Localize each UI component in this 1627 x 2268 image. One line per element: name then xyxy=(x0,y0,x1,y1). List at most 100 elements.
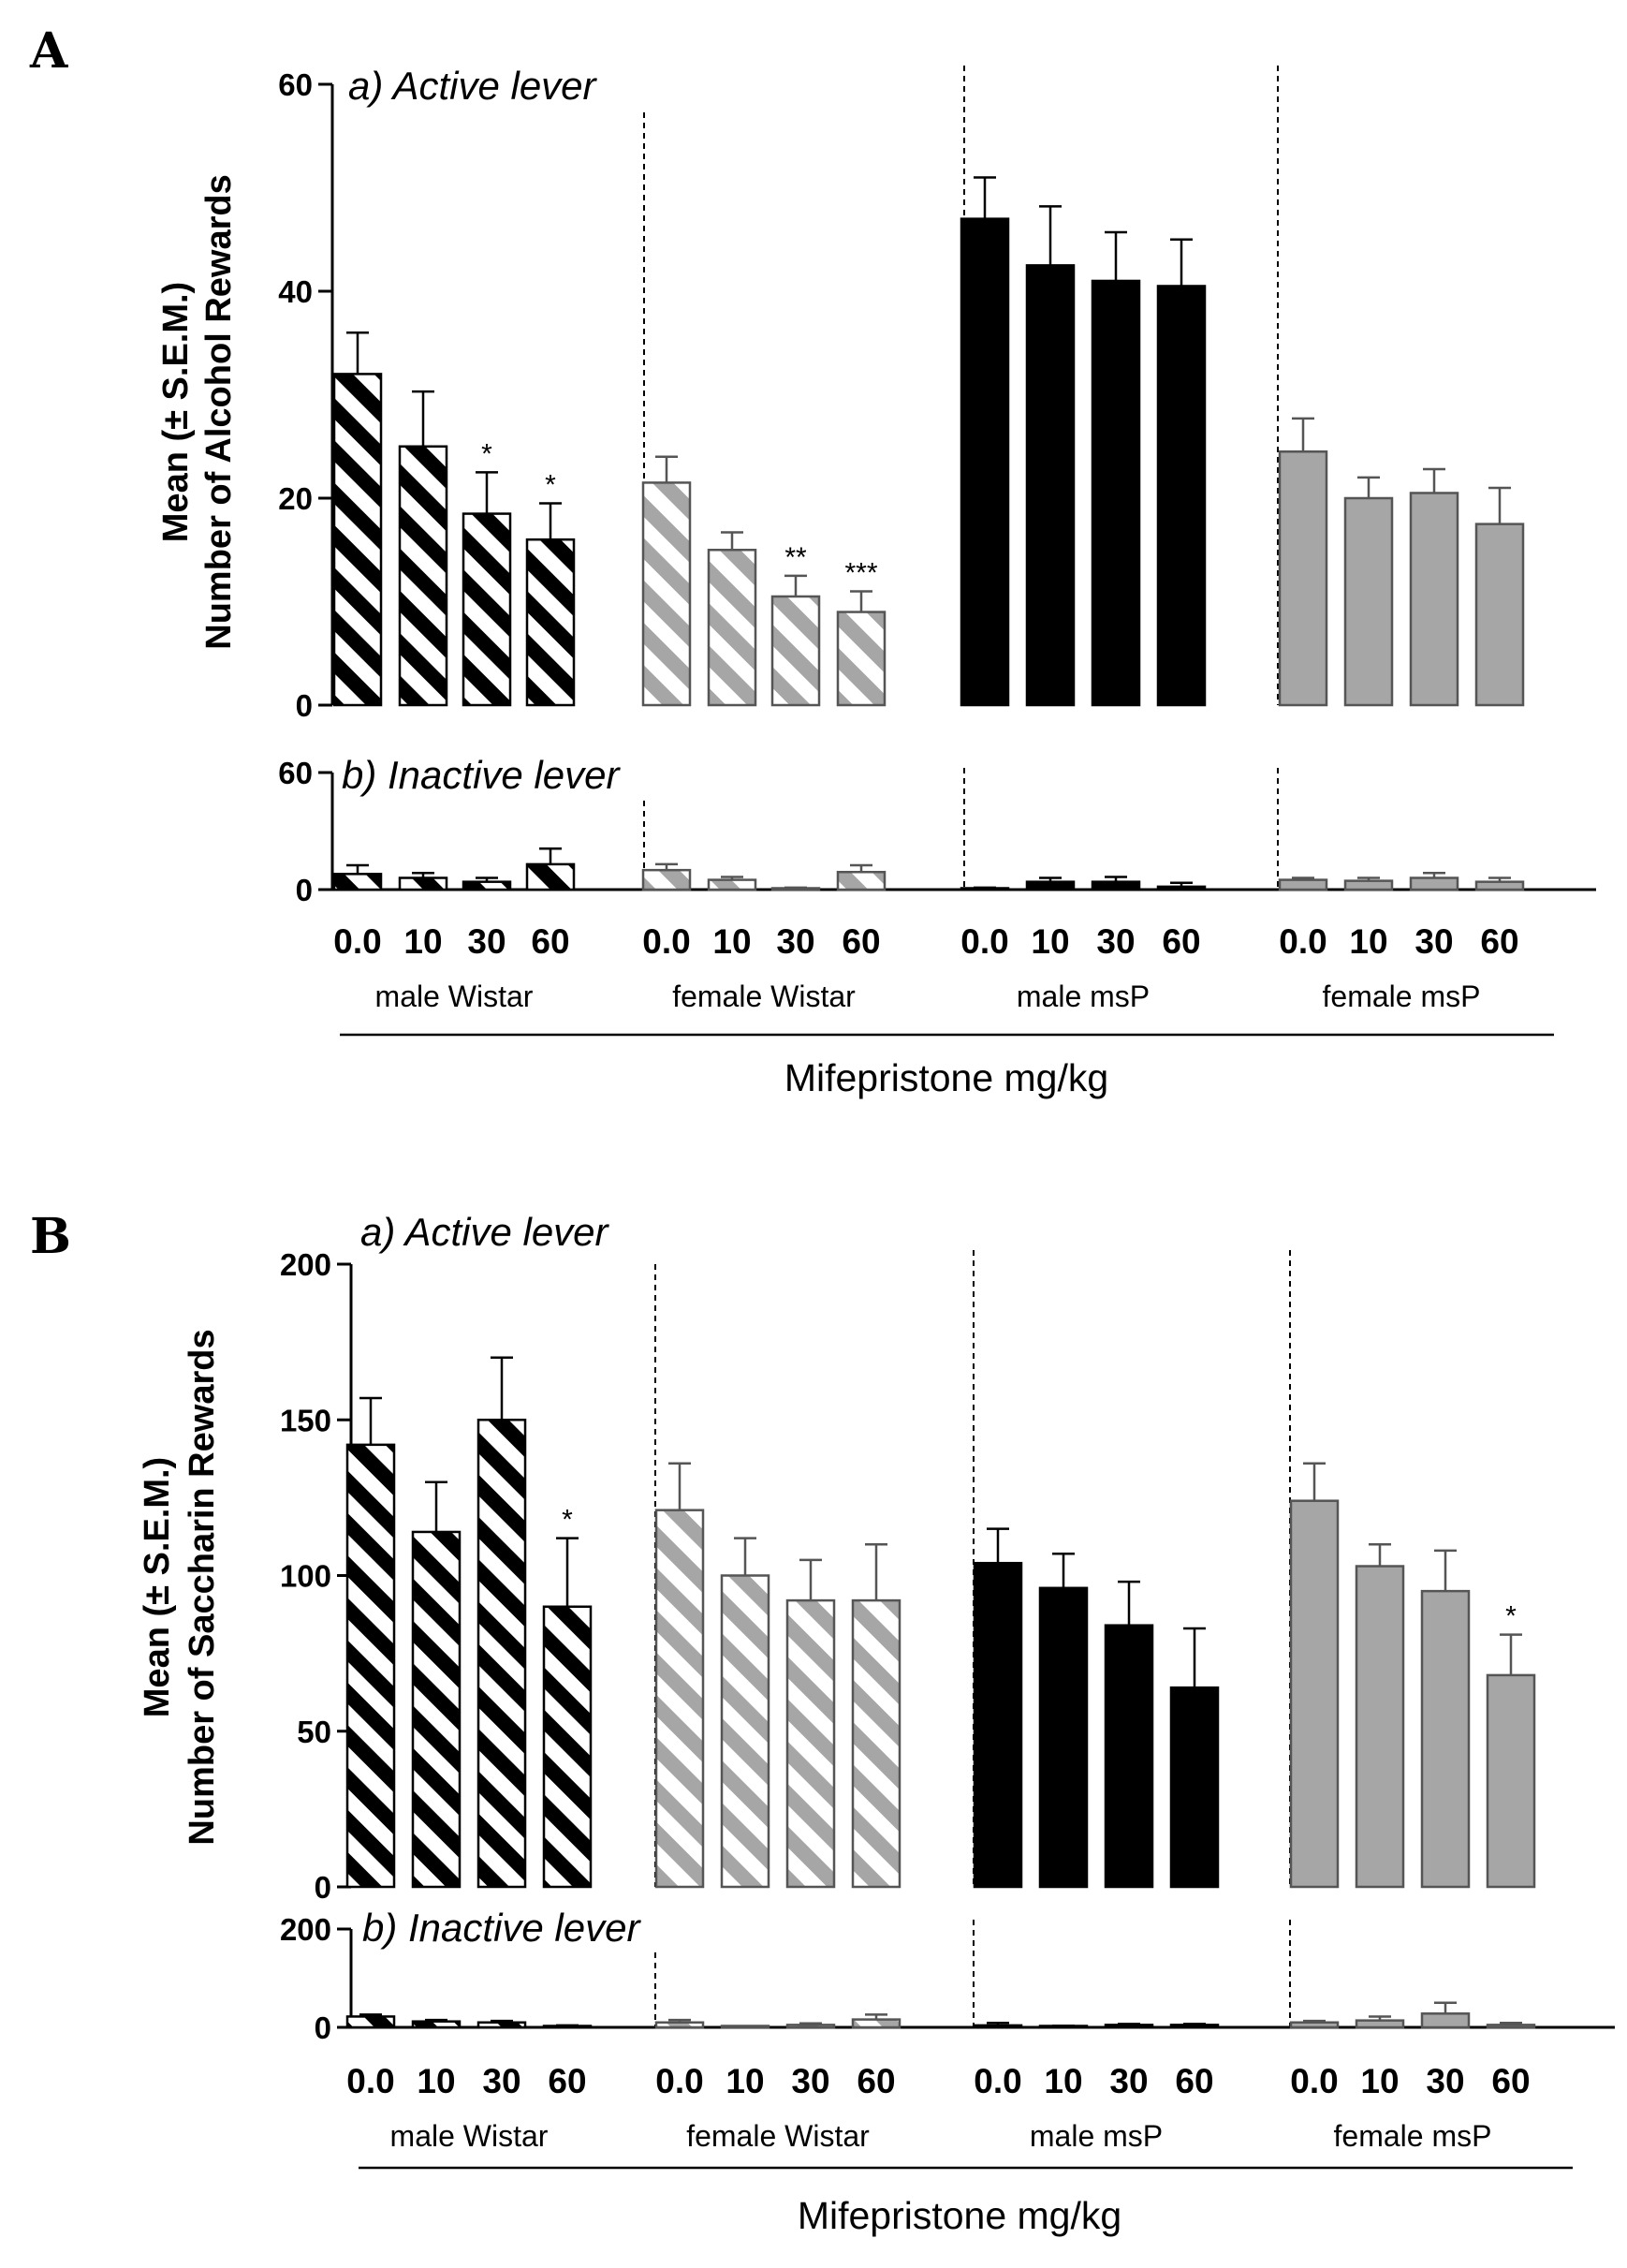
dose-label: 60 xyxy=(1491,2062,1530,2100)
panel-b-inactive-bar xyxy=(1355,2019,1405,2029)
dose-label: 60 xyxy=(1480,922,1518,961)
panel-a-inactive-bar xyxy=(462,880,512,891)
panel-b-inactive-bar xyxy=(851,2018,901,2029)
panel-a-active-yticks: 0 20 40 60 xyxy=(278,67,332,723)
panel-a-inactive-title: b) Inactive lever xyxy=(342,753,621,797)
panel-b-active-ytick: 50 xyxy=(297,1715,331,1749)
panel-a-active-bar xyxy=(1025,264,1076,707)
panel-b-inactive-bar xyxy=(973,2024,1023,2029)
panel-a-inactive-bar xyxy=(1278,878,1328,891)
dose-label: 10 xyxy=(1031,922,1069,961)
dose-label: 0.0 xyxy=(346,2062,394,2100)
dose-label: 30 xyxy=(1096,922,1135,961)
panel-b-ylabel-line2: Number of Saccharin Rewards xyxy=(183,1329,222,1845)
panel-b-active-bar xyxy=(654,1509,705,1889)
group-label: male Wistar xyxy=(375,979,534,1013)
panel-b-active-bar xyxy=(542,1605,593,1889)
panel-a-significance-mark: * xyxy=(481,438,492,469)
panel-b-active-bar xyxy=(851,1598,901,1889)
panel-b-inactive-bar xyxy=(1486,2024,1536,2029)
panel-b-active-ytick: 200 xyxy=(280,1247,331,1282)
panel-b-active-bar xyxy=(1289,1499,1340,1889)
panel-b-inactive-bar xyxy=(654,2021,705,2029)
dose-label: 0.0 xyxy=(1290,2062,1338,2100)
panel-a-inactive-bar xyxy=(398,876,448,891)
panel-b-inactive-bar xyxy=(345,2015,396,2029)
panel-b-active-ytick: 0 xyxy=(315,1870,331,1905)
panel-b-letter: B xyxy=(30,1208,71,1265)
panel-a-active-bar xyxy=(1409,492,1459,707)
panel-a-inactive-ytick: 60 xyxy=(278,756,313,790)
panel-a-inactive-bar xyxy=(1025,880,1076,891)
panel-a-inactive-bar xyxy=(1409,876,1459,891)
panel-b-active-yticks: 0 50 100 150 200 xyxy=(280,1247,351,1905)
group-label: female Wistar xyxy=(686,2119,870,2153)
dose-label: 30 xyxy=(1414,922,1453,961)
panel-a-inactive-separators xyxy=(643,768,1279,890)
panel-a-active-bar xyxy=(707,549,757,707)
dose-label: 30 xyxy=(776,922,814,961)
dose-label: 30 xyxy=(1426,2062,1464,2100)
panel-a-active-bar xyxy=(1278,450,1328,707)
dose-label: 10 xyxy=(417,2062,455,2100)
panel-a-active-plot: a) Active lever 0 20 40 60 ******* xyxy=(278,64,1525,723)
dose-label: 10 xyxy=(1349,922,1387,961)
panel-a-ylabel-line2: Number of Alcohol Rewards xyxy=(199,174,239,649)
panel-a-active-bar xyxy=(641,481,692,707)
dose-label: 60 xyxy=(548,2062,586,2100)
panel-b-active-bar xyxy=(1169,1686,1220,1889)
dose-label: 10 xyxy=(403,922,442,961)
panel-a-active-ytick: 20 xyxy=(278,481,313,516)
panel-b-active-bar xyxy=(411,1530,462,1889)
panel-a-inactive-bar xyxy=(1343,879,1394,891)
panel-b-active-bar xyxy=(1420,1589,1471,1889)
panel-b-active-bar xyxy=(720,1574,770,1889)
dose-label: 30 xyxy=(1109,2062,1148,2100)
dose-label: 60 xyxy=(1162,922,1200,961)
panel-a-inactive-plot: b) Inactive lever 0 60 xyxy=(278,753,1596,907)
panel-a-active-bar xyxy=(525,538,576,707)
group-label: male Wistar xyxy=(390,2119,549,2153)
dose-label: 10 xyxy=(1044,2062,1082,2100)
dose-label: 0.0 xyxy=(333,922,381,961)
panel-a-active-bar xyxy=(462,512,512,707)
panel-a-inactive-bar xyxy=(525,862,576,891)
panel-b-active-bar xyxy=(345,1443,396,1889)
group-label: female msP xyxy=(1334,2119,1492,2153)
panel-b-inactive-ytick: 0 xyxy=(315,2010,331,2045)
panel-a-inactive-bar xyxy=(332,873,383,891)
panel-b-inactive-bar xyxy=(1420,2012,1471,2029)
dose-label: 10 xyxy=(726,2062,764,2100)
panel-a-letter: A xyxy=(29,22,68,80)
panel-a-significance-mark: *** xyxy=(844,557,877,588)
panel-b-active-bar xyxy=(1486,1673,1536,1889)
panel-b-inactive-yticks: 0 200 xyxy=(280,1912,351,2045)
panel-b-active-bar xyxy=(973,1561,1023,1889)
dose-label: 30 xyxy=(482,2062,520,2100)
panel-b-significance-mark: * xyxy=(1505,1601,1517,1632)
panel-b-significance-mark: * xyxy=(562,1505,573,1536)
panel-b-active-bar xyxy=(1355,1565,1405,1889)
panel-a-active-ytick: 0 xyxy=(296,688,313,723)
panel-a-active-bar xyxy=(1156,285,1207,707)
panel-b-inactive-plot: b) Inactive lever 0 200 xyxy=(280,1906,1615,2045)
panel-b-active-bar xyxy=(785,1598,836,1889)
panel-a-inactive-bar xyxy=(1156,885,1207,891)
panel-b-active-ytick: 100 xyxy=(280,1559,331,1594)
dose-label: 60 xyxy=(531,922,569,961)
panel-a-significance-mark: * xyxy=(545,470,556,501)
panel-b-inactive-bar xyxy=(476,2021,527,2029)
panel-a-active-bar xyxy=(1091,279,1141,707)
panel-b-inactive-bar xyxy=(1038,2025,1089,2029)
panel-a-inactive-bar xyxy=(770,887,821,891)
panel-b-inactive-bar xyxy=(542,2025,593,2029)
dose-label: 60 xyxy=(842,922,880,961)
panel-a-active-bar xyxy=(770,595,821,707)
panel-b-active-ytick: 150 xyxy=(280,1403,331,1437)
panel-b-x-labels: 0.0 10 30 60 male Wistar 0.0 10 30 60 female Wist… xyxy=(346,2062,1530,2153)
panel-a-inactive-bar xyxy=(641,868,692,891)
panel-a-active-ytick: 60 xyxy=(278,67,313,102)
panel-b-x-title: Mifepristone mg/kg xyxy=(798,2194,1121,2237)
panel-a: A Mean (± S.E.M.) Number of Alcohol Rewa… xyxy=(29,22,1596,1099)
